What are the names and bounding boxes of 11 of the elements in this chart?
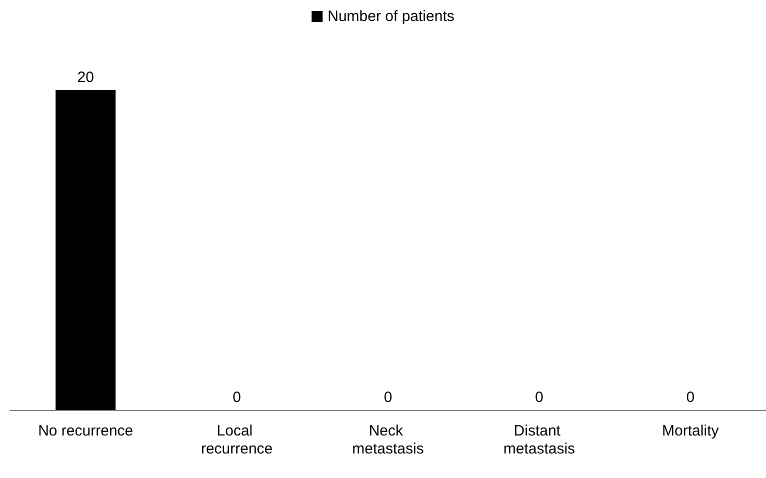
- x-tick-label: Mortality: [662, 422, 720, 440]
- x-tick-label: Distant metastasis: [503, 422, 576, 458]
- data-label: 0: [384, 389, 392, 406]
- x-tick-label: Neck metastasis: [352, 422, 424, 458]
- data-label: 20: [77, 69, 94, 86]
- data-label: 0: [232, 389, 241, 406]
- x-tick-label: Local recurrence: [200, 422, 273, 458]
- legend-label: Number of patients: [328, 8, 454, 25]
- x-tick-label: No recurrence: [38, 422, 134, 440]
- data-label: 0: [535, 389, 544, 406]
- data-label: 0: [686, 389, 695, 406]
